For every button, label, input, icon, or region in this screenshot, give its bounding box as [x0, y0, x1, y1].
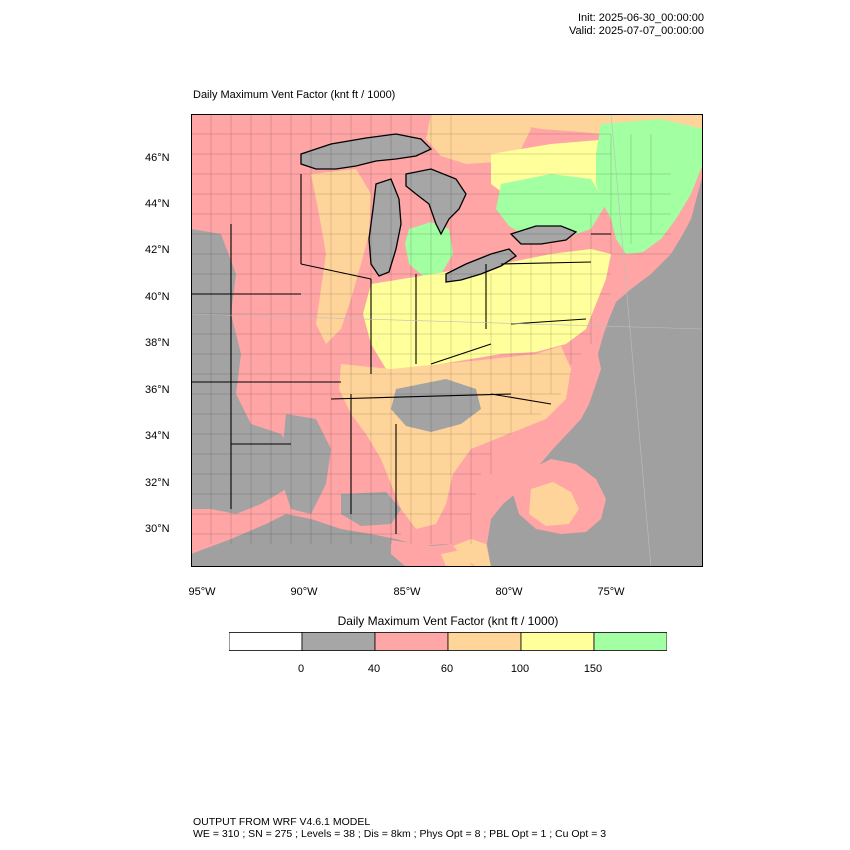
- lake-michigan: [368, 178, 402, 277]
- lat-label: 34°N: [145, 430, 170, 442]
- lat-label: 44°N: [145, 198, 170, 210]
- map-border: [191, 114, 703, 567]
- canada-orange: [426, 114, 531, 164]
- colorbar-bin: [229, 632, 303, 651]
- gulf-orange: [441, 550, 473, 567]
- lat-label: 36°N: [145, 384, 170, 396]
- colorbar-tick: 100: [510, 663, 530, 675]
- green-ontario: [496, 174, 606, 239]
- green-michigan: [405, 222, 453, 276]
- florida: [453, 539, 491, 567]
- grey-appalachia: [391, 379, 481, 432]
- model-info: OUTPUT FROM WRF V4.6.1 MODEL: [193, 816, 371, 828]
- county-boundaries: [191, 114, 671, 544]
- green-new-england: [596, 119, 703, 254]
- lon-label: 85°W: [393, 586, 421, 598]
- colorbar-tick: 40: [367, 663, 381, 675]
- offshore-orange: [529, 482, 579, 526]
- colorbar: [229, 632, 667, 651]
- colorbar-tick: 60: [440, 663, 454, 675]
- lat-label: 46°N: [145, 152, 170, 164]
- model-config: WE = 310 ; SN = 275 ; Levels = 38 ; Dis …: [193, 828, 607, 840]
- map-title: Daily Maximum Vent Factor (knt ft / 1000…: [193, 89, 396, 101]
- lat-label: 38°N: [145, 337, 170, 349]
- init-time: Init: 2025-06-30_00:00:00: [578, 12, 704, 24]
- colorbar-bin: [520, 632, 595, 651]
- grey-west: [191, 229, 296, 514]
- colorbar-tick: 150: [583, 663, 603, 675]
- colorbar-bin: [374, 632, 449, 651]
- lon-label: 90°W: [290, 586, 318, 598]
- lake-erie: [445, 248, 518, 283]
- grey-mississippi: [281, 414, 331, 514]
- lat-label: 32°N: [145, 477, 170, 489]
- colorbar-bin: [593, 632, 667, 651]
- colorbar-bin: [447, 632, 522, 651]
- colorbar-title: Daily Maximum Vent Factor (knt ft / 1000…: [337, 614, 559, 628]
- lon-label: 80°W: [495, 586, 523, 598]
- orange-midwest: [311, 169, 371, 344]
- lon-label: 75°W: [597, 586, 625, 598]
- lat-label: 40°N: [145, 291, 170, 303]
- lat-label: 30°N: [145, 523, 170, 535]
- lon-label: 95°W: [188, 586, 216, 598]
- yellow-midatlantic: [363, 249, 611, 369]
- colorbar-bin: [301, 632, 376, 651]
- lat-label: 42°N: [145, 244, 170, 256]
- graticule: [191, 114, 703, 567]
- valid-time: Valid: 2025-07-07_00:00:00: [569, 25, 704, 37]
- atlantic-ocean: [487, 114, 703, 567]
- colorbar-tick: 0: [297, 663, 305, 675]
- vent-factor-map: [191, 114, 703, 567]
